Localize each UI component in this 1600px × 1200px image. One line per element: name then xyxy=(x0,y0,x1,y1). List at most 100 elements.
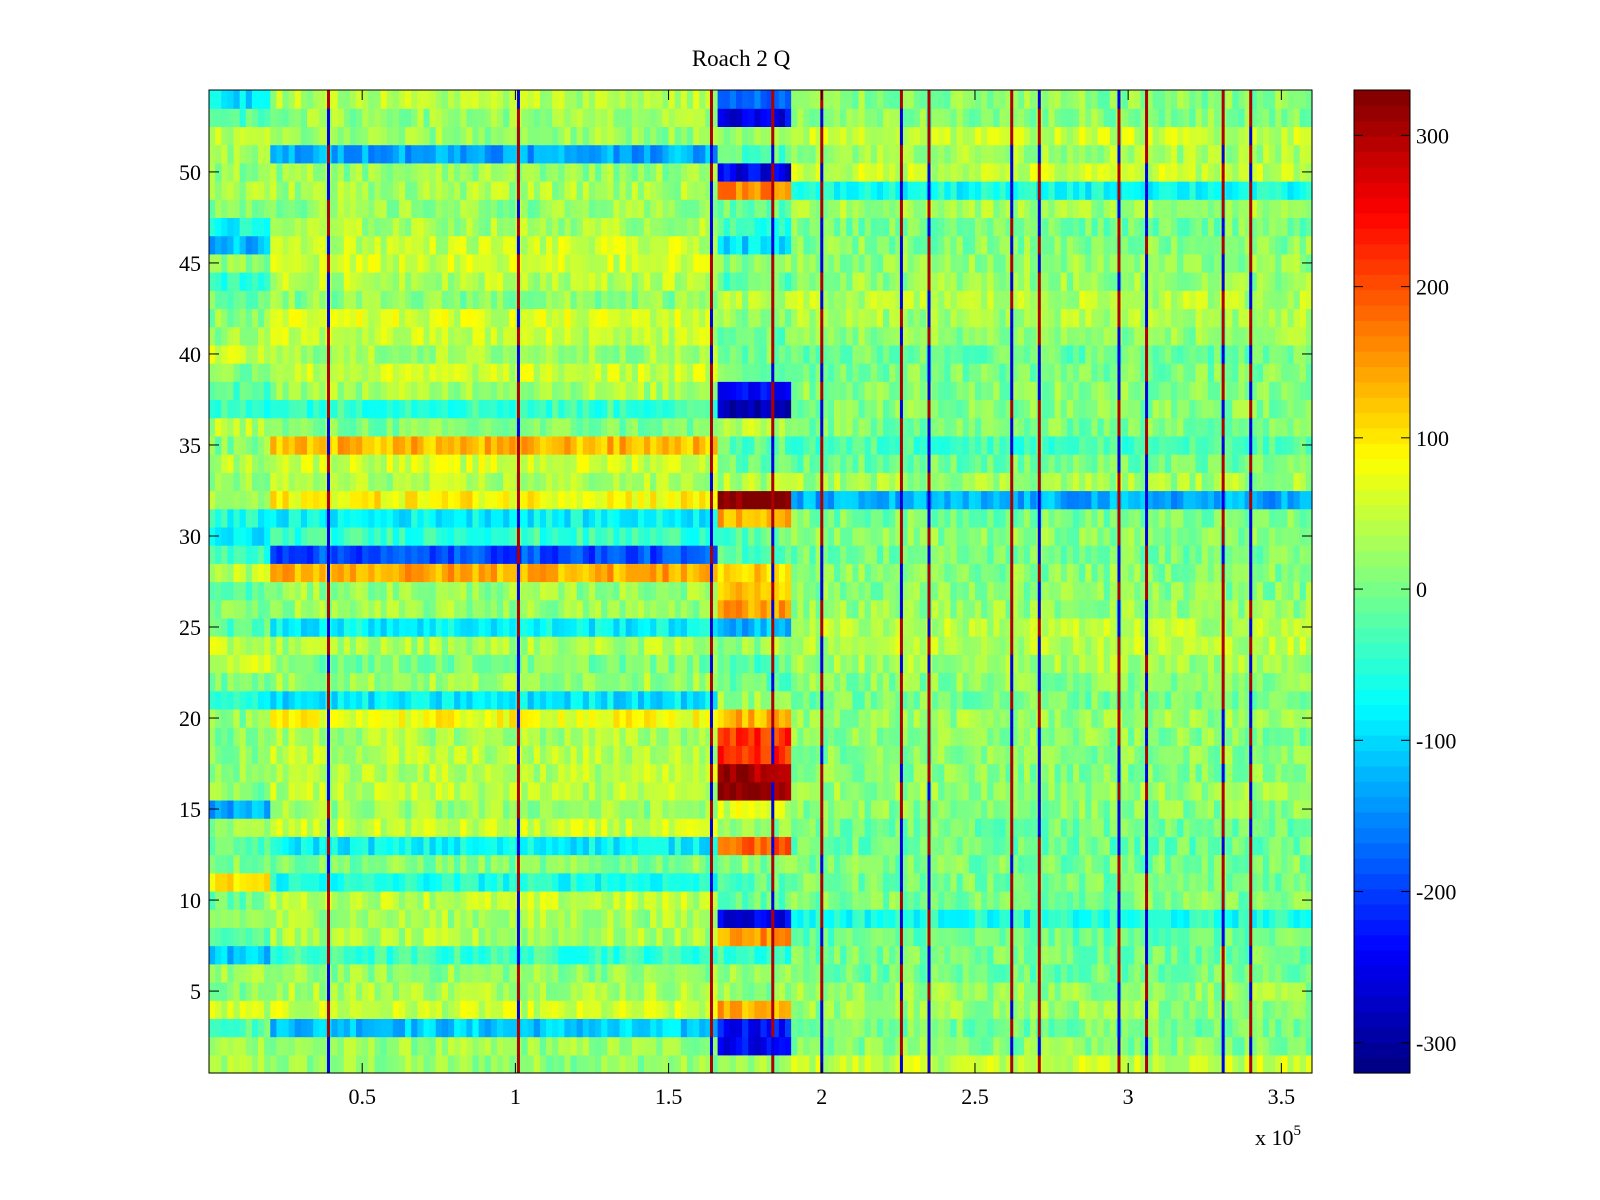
heatmap-cell xyxy=(870,1036,878,1056)
heatmap-cell xyxy=(815,581,823,601)
heatmap-cell xyxy=(699,599,706,619)
heatmap-cell xyxy=(674,963,682,983)
heatmap-cell xyxy=(1213,690,1221,710)
heatmap-cell xyxy=(1109,1000,1117,1019)
heatmap-cell xyxy=(245,599,253,619)
heatmap-cell xyxy=(533,708,541,728)
heatmap-cell xyxy=(889,945,896,965)
heatmap-cell xyxy=(447,708,455,728)
heatmap-cell xyxy=(319,799,327,819)
heatmap-cell xyxy=(239,963,247,983)
heatmap-cell xyxy=(1097,836,1105,856)
heatmap-cell xyxy=(625,654,633,674)
heatmap-cell xyxy=(950,745,958,765)
heatmap-cell xyxy=(509,781,516,801)
heatmap-cell xyxy=(950,563,958,583)
heatmap-cell xyxy=(748,1036,755,1056)
heatmap-cell xyxy=(1085,1036,1092,1056)
heatmap-cell xyxy=(343,745,351,765)
heatmap-cell xyxy=(460,599,467,619)
heatmap-cell xyxy=(368,981,376,1001)
heatmap-cell xyxy=(693,727,700,746)
heatmap-cell xyxy=(1146,927,1154,947)
heatmap-cell xyxy=(343,963,351,983)
heatmap-cell xyxy=(974,981,982,1001)
heatmap-cell xyxy=(883,636,890,655)
heatmap-cell xyxy=(1305,1018,1313,1038)
heatmap-cell xyxy=(662,599,670,619)
heatmap-cell xyxy=(582,1054,590,1074)
heatmap-cell xyxy=(619,854,627,874)
heatmap-cell xyxy=(601,672,608,692)
heatmap-cell xyxy=(313,654,320,674)
heatmap-cell xyxy=(944,763,952,783)
heatmap-cell xyxy=(619,1018,627,1038)
heatmap-cell xyxy=(1189,1036,1197,1056)
heatmap-cell xyxy=(834,781,841,801)
heatmap-cell xyxy=(264,963,271,983)
heatmap-cell xyxy=(797,1018,804,1038)
heatmap-cell xyxy=(919,781,927,801)
heatmap-cell xyxy=(974,963,982,983)
heatmap-cell xyxy=(337,763,345,783)
heatmap-cell xyxy=(686,927,694,947)
heatmap-cell xyxy=(1023,745,1031,765)
heatmap-cell xyxy=(1269,981,1276,1001)
heatmap-cell xyxy=(258,872,265,892)
heatmap-cell xyxy=(693,799,700,819)
heatmap-cell xyxy=(264,818,271,837)
heatmap-cell xyxy=(497,927,504,947)
heatmap-cell xyxy=(405,927,412,947)
heatmap-cell xyxy=(1171,1036,1178,1056)
heatmap-cell xyxy=(282,1036,290,1056)
heatmap-cell xyxy=(239,872,247,892)
heatmap-cell xyxy=(1213,1018,1221,1038)
heatmap-cell xyxy=(221,927,228,947)
heatmap-cell xyxy=(1122,872,1129,892)
heatmap-cell xyxy=(349,1036,357,1056)
heatmap-cell xyxy=(913,909,921,928)
heatmap-cell xyxy=(509,599,516,619)
heatmap-cell xyxy=(1011,890,1019,910)
heatmap-cell xyxy=(533,563,541,583)
heatmap-cell xyxy=(1281,672,1289,692)
heatmap-cell xyxy=(533,927,541,947)
heatmap-cell xyxy=(1207,927,1215,947)
heatmap-cell xyxy=(539,581,547,601)
heatmap-cell xyxy=(901,781,909,801)
heatmap-cell xyxy=(932,1054,939,1074)
heatmap-cell xyxy=(1269,818,1276,837)
heatmap-cell xyxy=(546,890,553,910)
heatmap-cell xyxy=(221,945,228,965)
heatmap-cell xyxy=(717,981,725,1001)
heatmap-cell xyxy=(993,963,1001,983)
heatmap-cell xyxy=(233,981,241,1001)
heatmap-cell xyxy=(539,854,547,874)
heatmap-cell xyxy=(791,781,798,801)
heatmap-cell xyxy=(1232,690,1240,710)
heatmap-cell xyxy=(533,818,541,837)
heatmap-cell xyxy=(760,1054,768,1074)
heatmap-cell xyxy=(613,599,621,619)
heatmap-cell xyxy=(288,890,296,910)
heatmap-cell xyxy=(411,745,418,765)
heatmap-cell xyxy=(999,763,1007,783)
heatmap-cell xyxy=(570,599,578,619)
heatmap-cell xyxy=(858,945,866,965)
heatmap-cell xyxy=(276,581,284,601)
heatmap-cell xyxy=(472,708,480,728)
heatmap-cell xyxy=(650,745,657,765)
heatmap-cell xyxy=(282,836,290,856)
heatmap-cell xyxy=(950,636,958,655)
heatmap-cell xyxy=(962,563,970,583)
heatmap-cell xyxy=(337,945,345,965)
heatmap-cell xyxy=(717,581,725,601)
heatmap-cell xyxy=(938,872,945,892)
heatmap-cell xyxy=(349,890,357,910)
heatmap-cell xyxy=(1207,1036,1215,1056)
heatmap-cell xyxy=(974,708,982,728)
heatmap-cell xyxy=(307,963,314,983)
heatmap-cell xyxy=(1122,708,1129,728)
heatmap-cell xyxy=(601,727,608,746)
heatmap-cell xyxy=(729,690,737,710)
